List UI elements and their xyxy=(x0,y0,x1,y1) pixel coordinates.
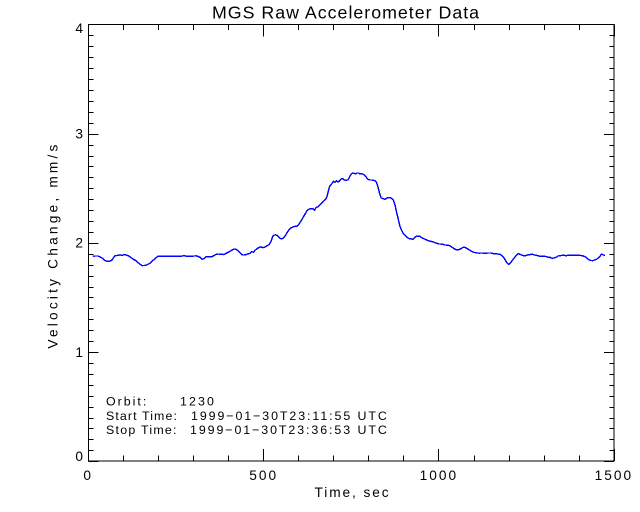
svg-text:1000: 1000 xyxy=(420,468,458,483)
svg-text:Orbit:: Orbit: xyxy=(106,395,148,409)
svg-text:0: 0 xyxy=(75,449,83,464)
svg-text:Stop Time:: Stop Time: xyxy=(106,423,178,437)
svg-text:1999−01−30T23:36:53 UTC: 1999−01−30T23:36:53 UTC xyxy=(190,423,389,437)
svg-text:Time, sec: Time, sec xyxy=(315,485,391,500)
svg-text:Velocity Change, mm/s: Velocity Change, mm/s xyxy=(46,141,61,348)
svg-text:4: 4 xyxy=(75,21,83,36)
svg-text:Start Time:: Start Time: xyxy=(106,409,178,423)
svg-text:1230: 1230 xyxy=(180,395,216,409)
svg-text:MGS Raw Accelerometer Data: MGS Raw Accelerometer Data xyxy=(212,2,480,22)
svg-text:3: 3 xyxy=(75,126,83,141)
svg-text:0: 0 xyxy=(83,468,91,483)
svg-text:2: 2 xyxy=(75,236,83,251)
svg-text:1: 1 xyxy=(75,345,83,360)
svg-text:500: 500 xyxy=(249,468,278,483)
svg-text:1999−01−30T23:11:55 UTC: 1999−01−30T23:11:55 UTC xyxy=(191,409,389,423)
svg-text:1500: 1500 xyxy=(595,468,633,483)
